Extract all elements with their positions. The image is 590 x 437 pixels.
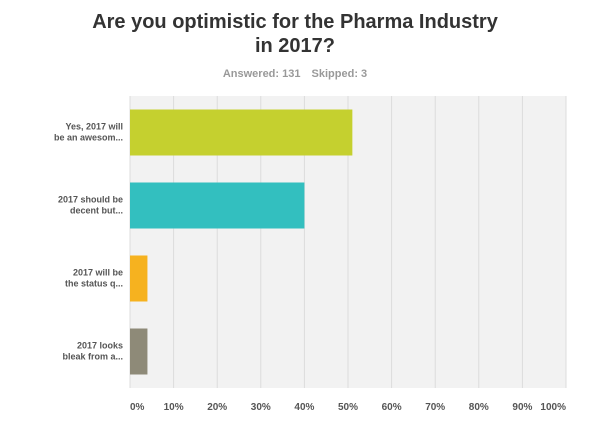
bar <box>130 182 305 229</box>
answered-count: Answered: 131 <box>222 68 301 80</box>
x-tick-label: 10% <box>164 402 184 413</box>
chart-title: Are you optimistic for the Pharma Indust… <box>92 11 498 57</box>
x-tick-label: 70% <box>425 402 445 413</box>
category-label: 2017 will be the status q... <box>65 268 123 289</box>
x-tick-label: 40% <box>294 402 314 413</box>
x-tick-label: 100% <box>540 402 566 413</box>
category-label: 2017 looks bleak from a... <box>62 341 123 362</box>
bar <box>130 328 148 375</box>
response-stats: Answered: 131 Skipped: 3 <box>0 68 590 80</box>
bars <box>130 109 353 375</box>
category-label: 2017 should be decent but... <box>58 195 123 216</box>
x-tick-label: 60% <box>382 402 402 413</box>
x-tick-labels: 0% 10% 20% 30% 40% 50% 60% 70% 80% 90% 100% <box>130 402 566 413</box>
x-tick-label: 50% <box>338 402 358 413</box>
x-tick-label: 30% <box>251 402 271 413</box>
x-tick-label: 90% <box>512 402 532 413</box>
category-labels: Yes, 2017 will be an awesom... 2017 should… <box>54 122 123 362</box>
skipped-count: Skipped: 3 <box>311 68 368 80</box>
bar <box>130 255 148 302</box>
x-tick-label: 80% <box>469 402 489 413</box>
x-tick-label: 0% <box>130 402 145 413</box>
x-tick-label: 20% <box>207 402 227 413</box>
category-label: Yes, 2017 will be an awesom... <box>54 122 123 143</box>
bar <box>130 109 353 156</box>
